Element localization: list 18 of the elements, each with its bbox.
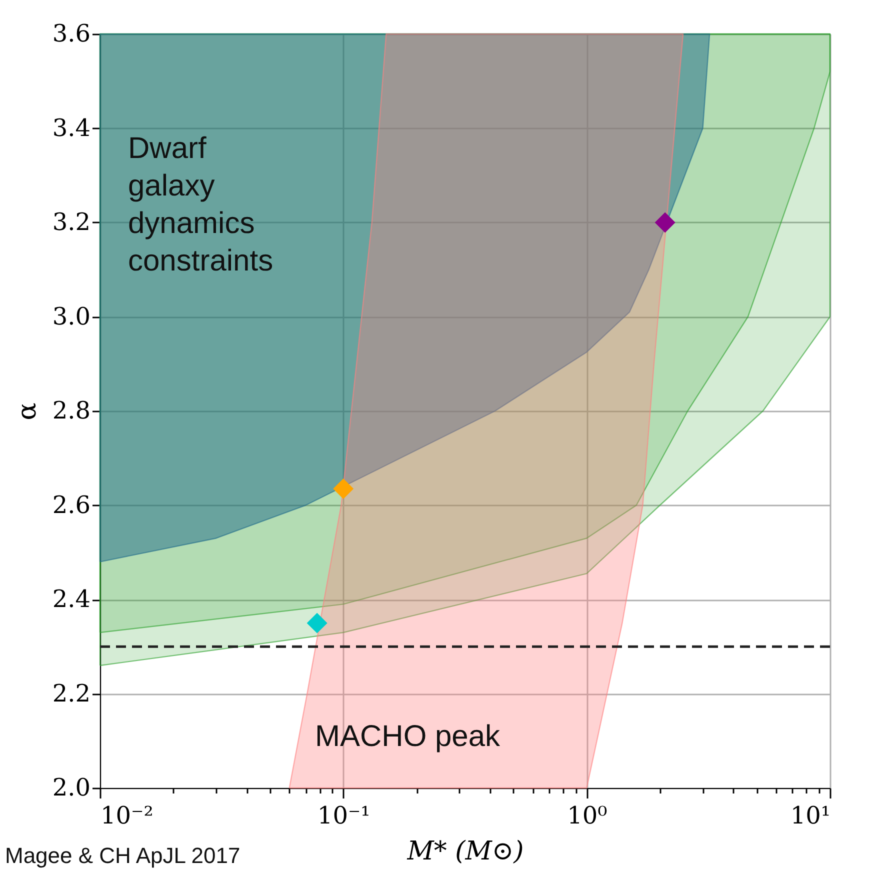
y-axis-title: α [12,402,42,420]
y-tick-label: 3.2 [52,208,90,236]
x-axis-title: M* (M⊙) [406,836,524,866]
y-tick-label: 2.2 [52,679,90,708]
x-tick-label: 10⁻¹ [317,802,370,830]
annotation: Dwarf galaxy dynamics constraints [128,132,274,278]
y-tick-label: 2.8 [52,396,90,424]
y-tick-label: 2.0 [52,774,90,802]
x-tick-label: 10⁰ [567,802,608,830]
annotation: MACHO peak [315,720,502,753]
y-tick-label: 2.6 [52,490,90,519]
y-tick-label: 2.4 [52,585,90,613]
y-tick-label: 3.0 [52,302,90,330]
y-tick-label: 3.4 [52,114,90,142]
x-tick-label: 10¹ [790,802,830,830]
x-tick-label: 10⁻² [100,802,154,830]
y-tick-label: 3.6 [52,20,90,48]
text: Magee & CH ApJL 2017 [5,843,240,868]
